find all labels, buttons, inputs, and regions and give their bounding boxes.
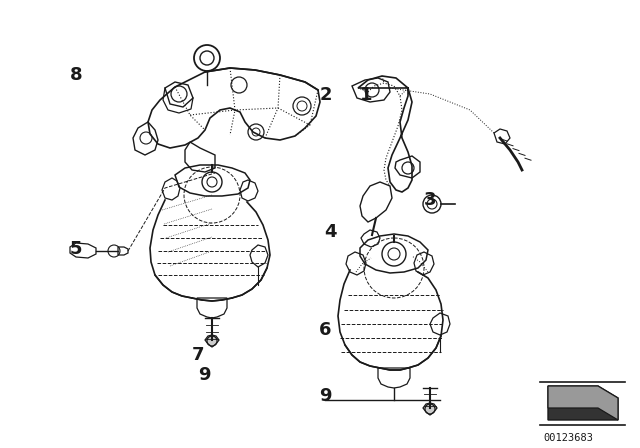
Text: 3: 3 [424,191,436,209]
Polygon shape [548,386,618,420]
Text: 7: 7 [192,346,204,364]
Text: 9: 9 [198,366,211,384]
Text: 9: 9 [319,387,332,405]
Polygon shape [423,403,437,415]
Text: 00123683: 00123683 [543,433,593,443]
Text: 6: 6 [319,321,332,339]
Text: 8: 8 [70,66,83,84]
Text: 2: 2 [320,86,332,104]
Text: 1: 1 [360,86,372,104]
Text: 4: 4 [324,223,336,241]
Text: 5: 5 [70,240,83,258]
Polygon shape [548,386,618,420]
Polygon shape [205,335,219,347]
